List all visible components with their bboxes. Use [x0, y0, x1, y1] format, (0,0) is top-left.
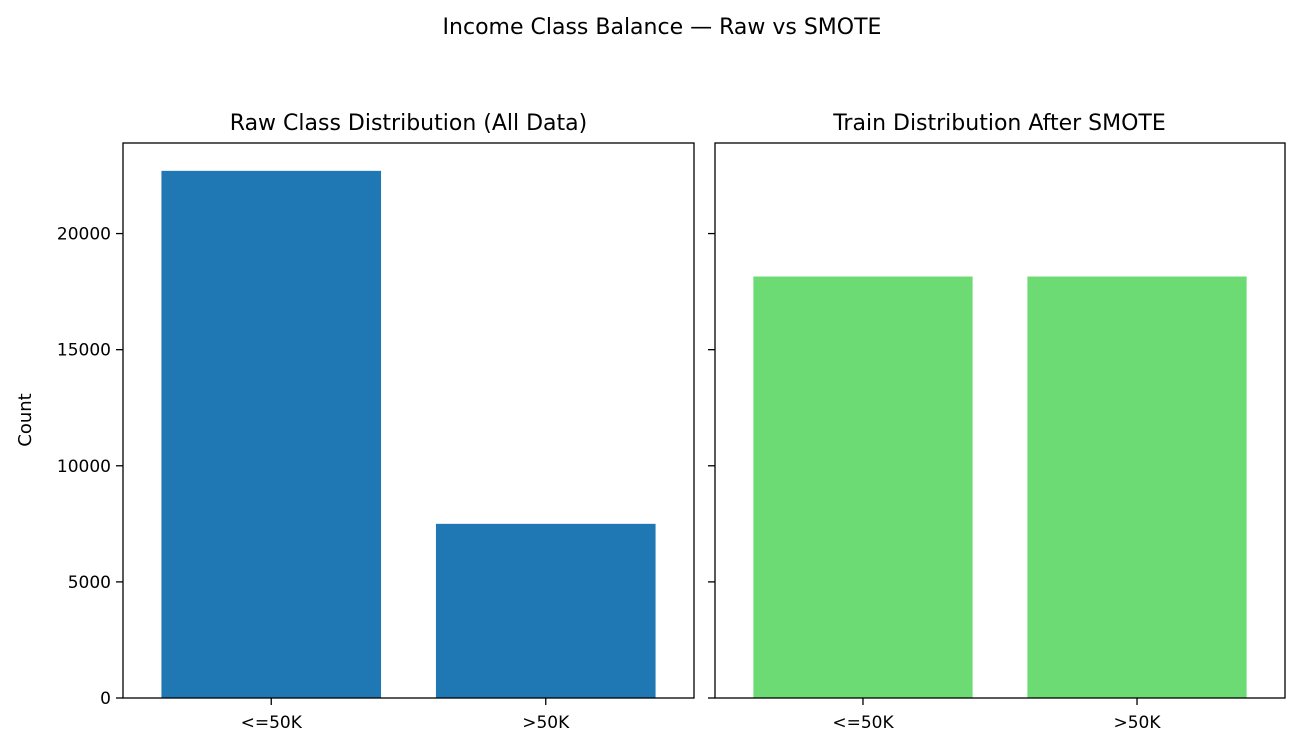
smote-axes-frame — [714, 142, 1286, 699]
smote-panel-title: Train Distribution After SMOTE — [832, 111, 1166, 136]
raw-panel-title: Raw Class Distribution (All Data) — [230, 111, 587, 136]
raw-y-tick-label: 10000 — [57, 457, 111, 477]
raw-y-tick-label: 0 — [100, 689, 111, 709]
raw-bars-group: 0 5000 10000 15000 20000 <=50K >50K — [57, 170, 656, 733]
raw-bar-gt50k — [435, 523, 656, 698]
smote-x-tick-label: >50K — [1114, 713, 1162, 733]
y-axis-label: Count — [15, 393, 36, 446]
raw-distribution-panel: Raw Class Distribution (All Data) Count … — [15, 111, 695, 733]
smote-bar-le50k — [753, 276, 973, 698]
figure-suptitle: Income Class Balance — Raw vs SMOTE — [443, 15, 882, 40]
raw-axes-frame — [122, 142, 695, 699]
smote-bars-group: <=50K >50K — [708, 232, 1247, 733]
raw-y-tick-label: 20000 — [57, 225, 111, 245]
smote-bar-gt50k — [1027, 276, 1247, 698]
raw-y-tick-label: 5000 — [68, 573, 111, 593]
smote-distribution-panel: Train Distribution After SMOTE <=50K >50K — [708, 111, 1286, 733]
raw-x-tick-label: >50K — [522, 713, 570, 733]
raw-x-tick-label: <=50K — [241, 713, 303, 733]
smote-x-tick-label: <=50K — [832, 713, 894, 733]
raw-y-tick-label: 15000 — [57, 341, 111, 361]
raw-bar-le50k — [161, 170, 382, 699]
